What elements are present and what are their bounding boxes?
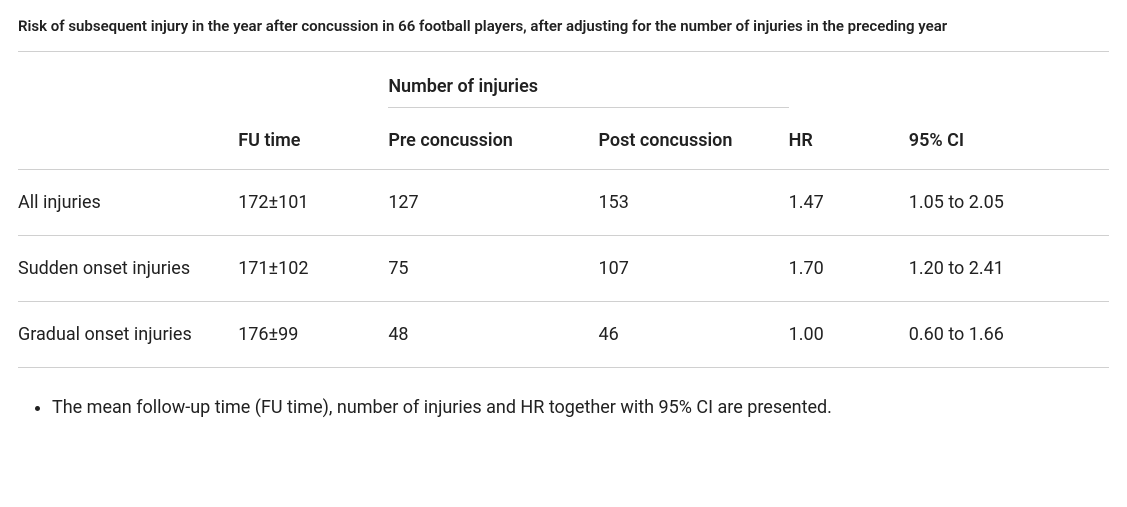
spanner-blank-3 [909, 62, 1109, 118]
cell-fu: 176±99 [238, 302, 388, 368]
cell-hr: 1.47 [789, 170, 909, 236]
cell-pre: 75 [388, 236, 598, 302]
spanner-label: Number of injuries [388, 76, 788, 108]
col-rowlabel [18, 118, 238, 170]
cell-pre: 48 [388, 302, 598, 368]
injury-risk-table: Number of injuries FU time Pre concussio… [18, 62, 1109, 368]
col-fu-time: FU time [238, 118, 388, 170]
row-label: Gradual onset injuries [18, 302, 238, 368]
cell-post: 153 [599, 170, 789, 236]
cell-fu: 171±102 [238, 236, 388, 302]
table-row: All injuries 172±101 127 153 1.47 1.05 t… [18, 170, 1109, 236]
row-label: All injuries [18, 170, 238, 236]
table-row: Sudden onset injuries 171±102 75 107 1.7… [18, 236, 1109, 302]
footnote-item: The mean follow-up time (FU time), numbe… [52, 394, 1109, 421]
row-label: Sudden onset injuries [18, 236, 238, 302]
top-rule [18, 51, 1109, 52]
spanner-blank-1 [238, 62, 388, 118]
table-footnotes: The mean follow-up time (FU time), numbe… [52, 394, 1109, 421]
cell-hr: 1.00 [789, 302, 909, 368]
cell-ci: 1.20 to 2.41 [909, 236, 1109, 302]
spanner-blank-2 [789, 62, 909, 118]
col-ci: 95% CI [909, 118, 1109, 170]
spanner-blank-0 [18, 62, 238, 118]
cell-ci: 0.60 to 1.66 [909, 302, 1109, 368]
cell-pre: 127 [388, 170, 598, 236]
cell-fu: 172±101 [238, 170, 388, 236]
col-post: Post concussion [599, 118, 789, 170]
column-header-row: FU time Pre concussion Post concussion H… [18, 118, 1109, 170]
cell-post: 107 [599, 236, 789, 302]
spanner-number-of-injuries: Number of injuries [388, 62, 788, 118]
cell-hr: 1.70 [789, 236, 909, 302]
cell-ci: 1.05 to 2.05 [909, 170, 1109, 236]
table-row: Gradual onset injuries 176±99 48 46 1.00… [18, 302, 1109, 368]
col-pre: Pre concussion [388, 118, 598, 170]
spanner-row: Number of injuries [18, 62, 1109, 118]
table-caption: Risk of subsequent injury in the year af… [18, 16, 1109, 37]
cell-post: 46 [599, 302, 789, 368]
col-hr: HR [789, 118, 909, 170]
